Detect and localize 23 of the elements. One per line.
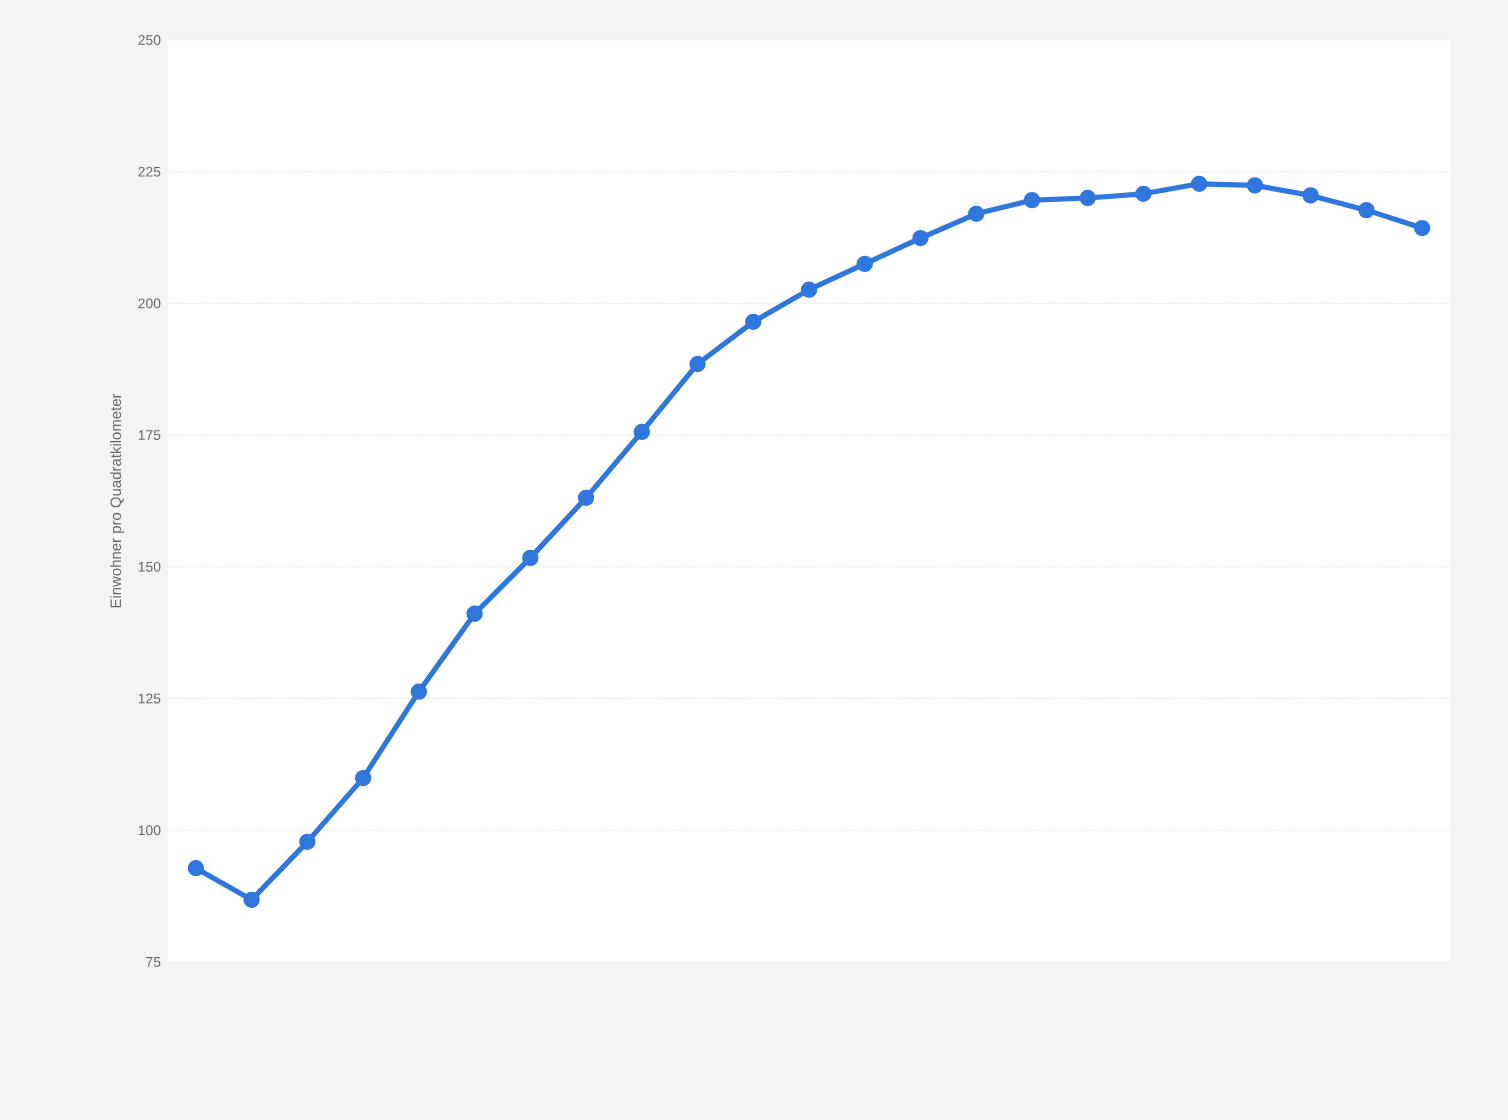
- point: [354, 769, 372, 787]
- point: [1023, 191, 1041, 209]
- point: [577, 489, 595, 506]
- point: [800, 281, 818, 298]
- point: [410, 683, 428, 700]
- point: [689, 355, 706, 373]
- point: [1246, 177, 1264, 194]
- point: [968, 205, 985, 222]
- point: [1358, 201, 1375, 219]
- point: [1079, 189, 1096, 207]
- point: [1135, 185, 1152, 202]
- point: [466, 605, 483, 622]
- point: [856, 255, 873, 273]
- point: [187, 860, 205, 877]
- point: [633, 423, 650, 441]
- point: [1413, 219, 1431, 237]
- point: [522, 549, 539, 567]
- point: [243, 891, 260, 908]
- point: [1191, 175, 1208, 192]
- point: [1302, 187, 1319, 204]
- point: [912, 229, 929, 247]
- point: [299, 833, 316, 851]
- point: [745, 313, 762, 330]
